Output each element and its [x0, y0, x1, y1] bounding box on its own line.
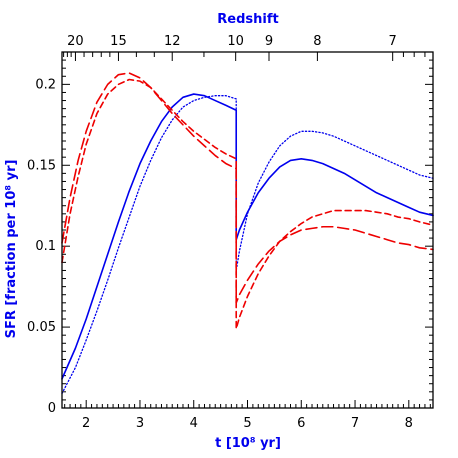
- top-tick-label: 12: [164, 34, 181, 49]
- x-tick-label: 5: [243, 416, 251, 431]
- x-tick-label: 8: [405, 416, 413, 431]
- plot-frame: [61, 51, 434, 409]
- x-tick-label: 4: [190, 416, 198, 431]
- x-tick-label: 6: [297, 416, 305, 431]
- x-tick-label: 2: [82, 416, 90, 431]
- x-tick-label: 3: [136, 416, 144, 431]
- y-axis-title: SFR [fraction per 10⁸ yr]: [4, 160, 19, 339]
- top-axis-title: Redshift: [217, 12, 278, 27]
- top-tick-label: 20: [67, 34, 84, 49]
- top-tick-label: 10: [227, 34, 244, 49]
- y-tick-label: 0: [48, 401, 56, 416]
- y-tick-label: 0.15: [27, 158, 56, 173]
- y-tick-label: 0.2: [35, 77, 56, 92]
- y-tick-label: 0.05: [27, 320, 56, 335]
- series-line-short-dashed: [61, 78, 434, 330]
- y-tick-label: 0.1: [35, 239, 56, 254]
- x-axis-title: t [10⁸ yr]: [215, 436, 281, 451]
- top-tick-label: 15: [110, 34, 127, 49]
- x-tick-label: 7: [351, 416, 359, 431]
- top-tick-label: 7: [389, 34, 397, 49]
- top-tick-label: 9: [265, 34, 273, 49]
- series-line-dotted: [61, 95, 434, 395]
- series-line-solid: [61, 93, 434, 380]
- series-line-long-dashed: [61, 72, 434, 304]
- top-tick-label: 8: [313, 34, 321, 49]
- plot-layer: 2 3 4 5 6 7 8 0 0.05 0.1 0.15 0.2 20 15 12 10 9 8 7: [27, 34, 434, 431]
